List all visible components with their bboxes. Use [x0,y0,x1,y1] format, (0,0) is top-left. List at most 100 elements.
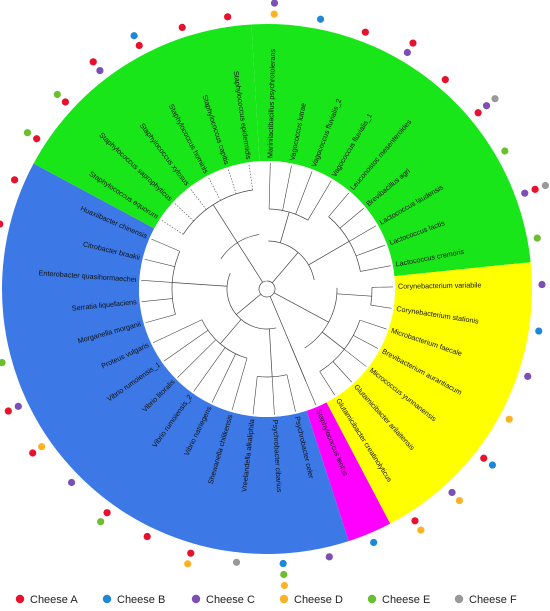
cheese-dot-A [135,41,143,50]
cheese-dot-A [4,407,12,415]
leaf-branch [252,376,258,415]
leaf-branch [328,192,349,217]
cheese-dot-E [23,129,32,137]
legend-swatch [454,594,464,604]
leaf-branch [208,177,221,201]
leaf-label: Corynebacterium variabile [398,280,482,290]
internal-branch [273,292,329,323]
cheese-dot-A [480,454,488,462]
cheese-dot-F [491,95,499,103]
root-branch [258,280,276,298]
cheese-dot-A [531,185,539,193]
leaf-branch [332,361,352,383]
cheese-dot-C [403,48,411,57]
leaf-branch [141,280,173,283]
cheese-dot-A [409,39,417,47]
leaf-branch [353,335,379,349]
cheese-dot-A [33,135,41,143]
cheese-dot-D [417,526,425,534]
leaf-branch [174,203,194,222]
leaf-branch [141,298,173,303]
clade-branch [220,234,260,260]
cheese-dot-B [316,15,325,23]
clade-sector-green [251,24,531,277]
internal-branch [172,282,228,287]
leaf-branch [295,171,313,215]
leaf-branch [161,219,184,235]
cheese-dot-C [325,553,333,561]
leaf-branch [359,319,387,330]
leaf-branch [248,164,253,191]
leaf-branch [349,225,377,242]
legend-label: Cheese A [30,594,78,606]
legend-label: Cheese B [117,594,165,606]
cheese-dot-E [533,234,541,242]
cheese-dot-C [96,66,104,75]
cheese-dot-E [0,359,6,367]
cheese-dot-C [67,478,76,487]
cheese-dot-D [280,581,289,590]
leaf-branch [211,353,236,403]
cheese-dot-C [521,189,529,197]
clade-branch [370,287,373,306]
leaf-branch [355,244,386,257]
leaf-branch [307,180,332,221]
clade-branch [171,251,181,315]
cheese-dot-E [501,147,509,155]
cheese-dot-A [89,58,97,66]
cheese-dot-C [448,488,456,497]
internal-branch [271,252,299,284]
internal-branch [212,204,238,243]
cheese-dot-A [187,549,195,557]
internal-branch [236,293,262,315]
cheese-dot-A [61,98,69,106]
cheese-dot-B [370,538,378,547]
tree-branches [141,163,393,415]
internal-branch [237,242,263,283]
legend-label: Cheese F [469,594,517,606]
leaf-branch [144,258,175,267]
leaf-branch [145,314,176,324]
clade-branch [328,216,361,272]
legend-swatch [15,594,25,604]
cheese-dot-A [178,23,186,31]
cheese-dot-D [455,496,464,505]
cheese-dot-B [488,461,497,469]
cheese-dot-A [361,28,369,36]
internal-branch [220,319,242,345]
leaf-branch [271,376,275,415]
leaf-label: Marinilactibacillus psychrotolerans [265,48,277,158]
legend-swatch [102,594,112,604]
internal-branch [279,212,290,243]
cheese-dot-D [270,10,278,18]
tree-area [139,161,395,417]
leaf-branch [190,188,207,210]
cheese-dot-E [280,570,288,579]
legend: Cheese A Cheese B Cheese C Cheese D Cheese E… [15,594,517,606]
cheese-dot-A [0,220,4,228]
clade-branch [269,208,309,221]
cheese-dot-A [103,509,111,517]
leaf-branch [151,238,180,252]
internal-branch [268,328,273,377]
cheese-dot-D [505,415,513,423]
leaf-branch [177,339,217,378]
leaf-branch [344,349,367,367]
internal-branch [269,296,307,382]
cheese-dot-C [14,402,22,410]
cheese-dot-A [411,517,419,525]
leaf-branch [193,347,226,392]
legend-swatch [191,594,201,604]
clade-sector-yellow [326,262,532,524]
cheese-dot-C [270,0,279,7]
cheese-dot-C [524,372,532,380]
cheese-dot-D [184,560,192,568]
clade-sector-blue [1,163,349,554]
legend-label: Cheese D [294,594,343,606]
cheese-dot-B [130,32,138,40]
legend-swatch [279,594,289,604]
clade-branch [268,240,315,281]
leaf-branch [231,358,248,411]
cheese-dot-D [38,443,46,451]
